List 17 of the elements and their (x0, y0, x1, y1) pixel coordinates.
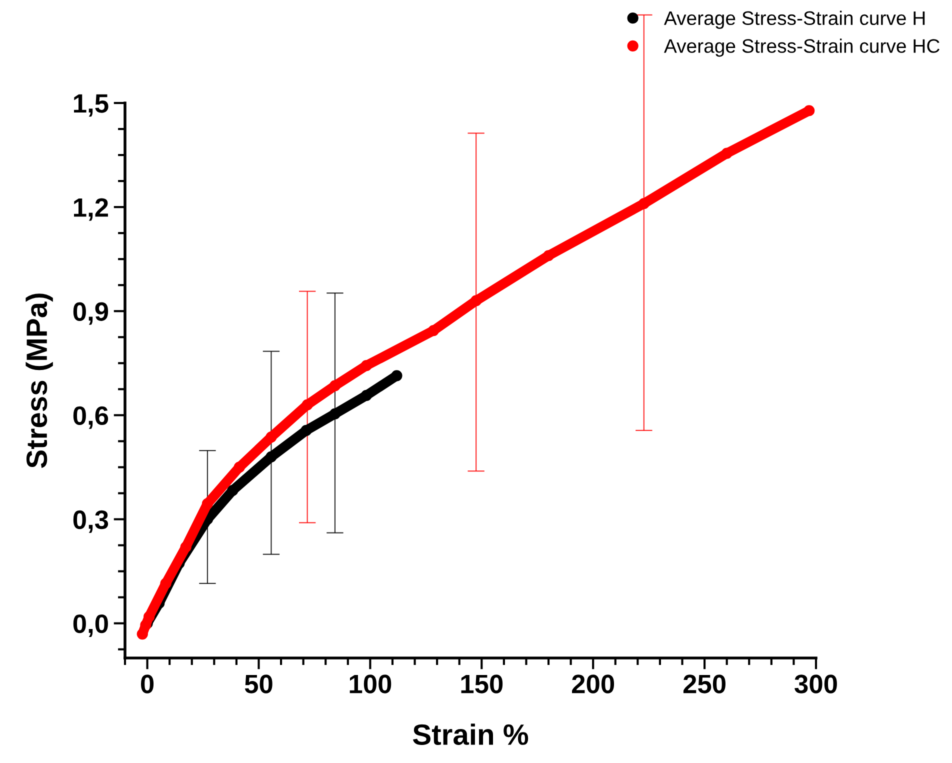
x-tick-label: 200 (572, 674, 614, 694)
legend-label: Average Stress-Strain curve H (664, 10, 925, 29)
y-tick-label: 0,9 (73, 302, 108, 325)
legend-label: Average Stress-Strain curve HC (664, 38, 940, 57)
y-axis-title: Stress (MPa) (26, 294, 53, 468)
x-axis-title: Strain % (412, 724, 528, 745)
x-tick-label: 100 (350, 674, 392, 694)
y-tick-label: 1,5 (74, 94, 108, 117)
x-tick-label: 50 (244, 674, 272, 694)
x-tick-label: 300 (794, 674, 837, 694)
x-tick-label: 150 (461, 674, 503, 694)
x-tick-label: 250 (683, 674, 726, 694)
y-tick-label: 0,3 (73, 510, 108, 533)
y-tick-label: 0,6 (73, 406, 108, 429)
y-tick-label: 0,0 (73, 614, 108, 637)
x-tick-label: 0 (140, 674, 154, 694)
y-tick-label: 1,2 (74, 198, 108, 221)
